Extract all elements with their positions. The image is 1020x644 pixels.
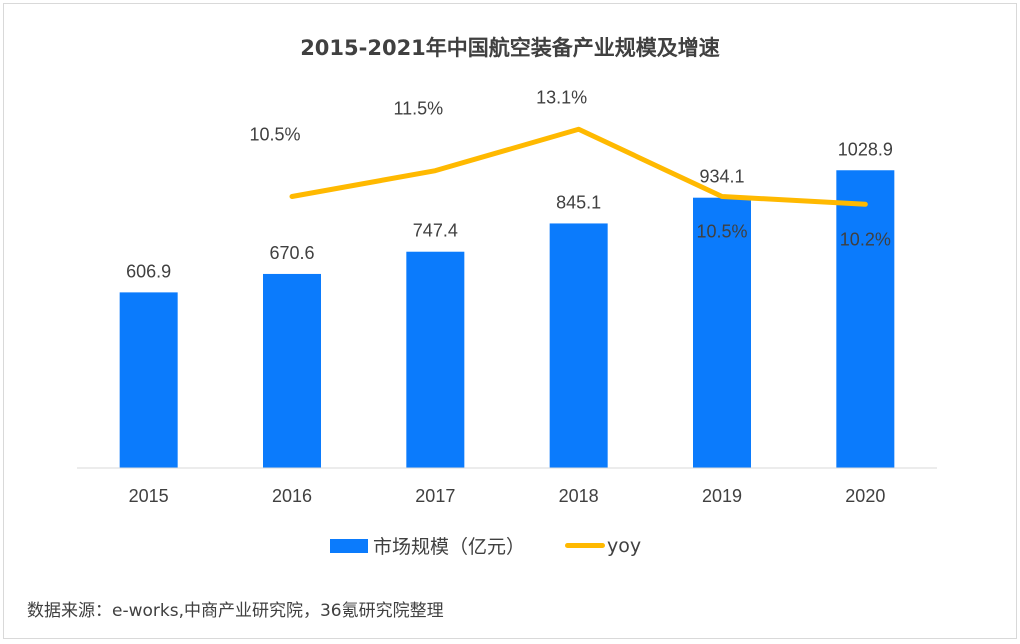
x-tick-label: 2015 [129,486,169,506]
yoy-data-label: 10.2% [840,229,891,249]
yoy-data-label: 10.5% [696,222,747,242]
bar [693,197,751,468]
bar [836,170,895,468]
x-tick-label: 2020 [845,486,885,506]
legend-bar-swatch [330,538,368,553]
legend: 市场规模（亿元） yoy [330,532,641,559]
legend-line-label: yoy [607,534,642,557]
bar [119,292,178,468]
bar-data-label: 1028.9 [838,139,893,159]
bar-data-label: 670.6 [269,243,314,263]
bar-data-label: 934.1 [699,167,744,187]
chart-title: 2015-2021年中国航空装备产业规模及增速 [300,36,720,60]
x-tick-label: 2017 [415,486,455,506]
legend-line-swatch [565,543,606,548]
chart-frame [3,3,1017,639]
yoy-data-label: 11.5% [393,99,443,119]
x-tick-label: 2019 [702,486,742,506]
bar [406,251,465,468]
x-tick-label: 2018 [559,486,599,506]
bar-data-label: 747.4 [413,221,458,241]
yoy-data-label: 10.5% [249,125,300,145]
bar-data-label: 845.1 [556,192,601,212]
source-note: 数据来源：e-works,中商产业研究院，36氪研究院整理 [27,601,444,621]
bar-data-label: 606.9 [126,261,171,281]
bar [549,223,608,468]
legend-bar-label: 市场规模（亿元） [373,536,526,558]
yoy-data-label: 13.1% [536,87,587,107]
x-tick-label: 2016 [272,486,312,506]
bar [263,273,321,468]
